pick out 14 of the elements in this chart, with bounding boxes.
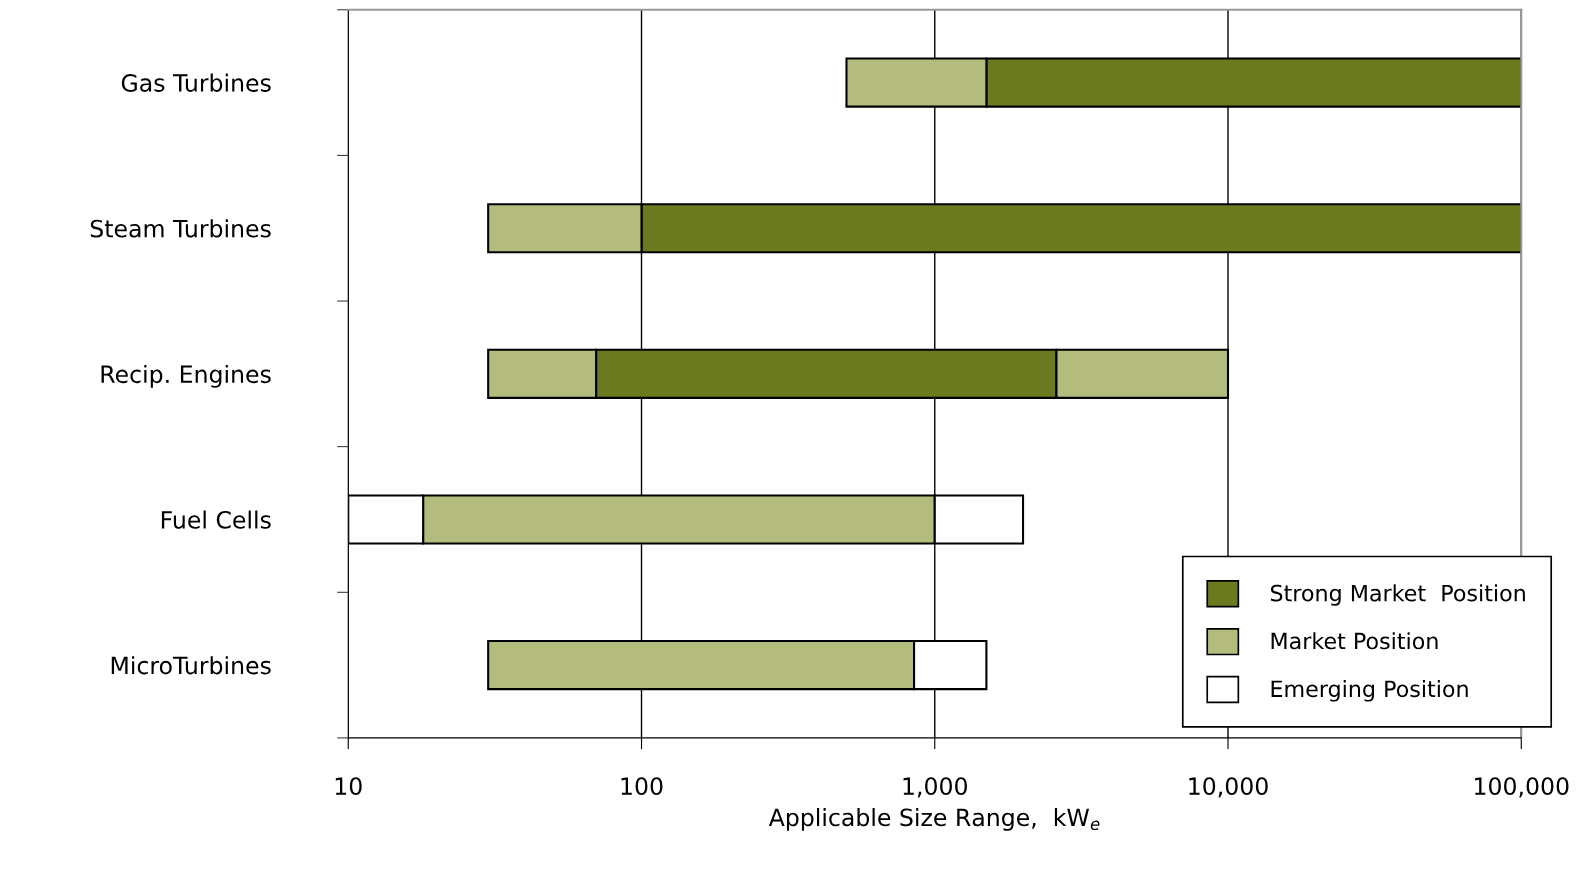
legend-label: Emerging Position: [1271, 680, 1468, 702]
y-tick-label: Gas Turbines: [121, 73, 271, 92]
x-axis-title: Applicable Size Range, kW$_{e}$: [768, 808, 1100, 831]
x-tick-label: 10: [335, 777, 362, 796]
x-tick-label: 100,000: [1475, 777, 1569, 798]
x-tick-label: 10,000: [1189, 777, 1268, 798]
y-tick-label: Steam Turbines: [90, 219, 271, 238]
y-tick-label: Recip. Engines: [101, 364, 271, 388]
y-tick-label: MicroTurbines: [111, 656, 271, 675]
y-tick-label: Fuel Cells: [161, 510, 271, 529]
x-tick-label: 1,000: [903, 777, 967, 798]
x-tick-label: 100: [621, 777, 663, 796]
legend-label: Strong Market Position: [1270, 584, 1525, 606]
legend-label: Market Position: [1271, 632, 1438, 650]
